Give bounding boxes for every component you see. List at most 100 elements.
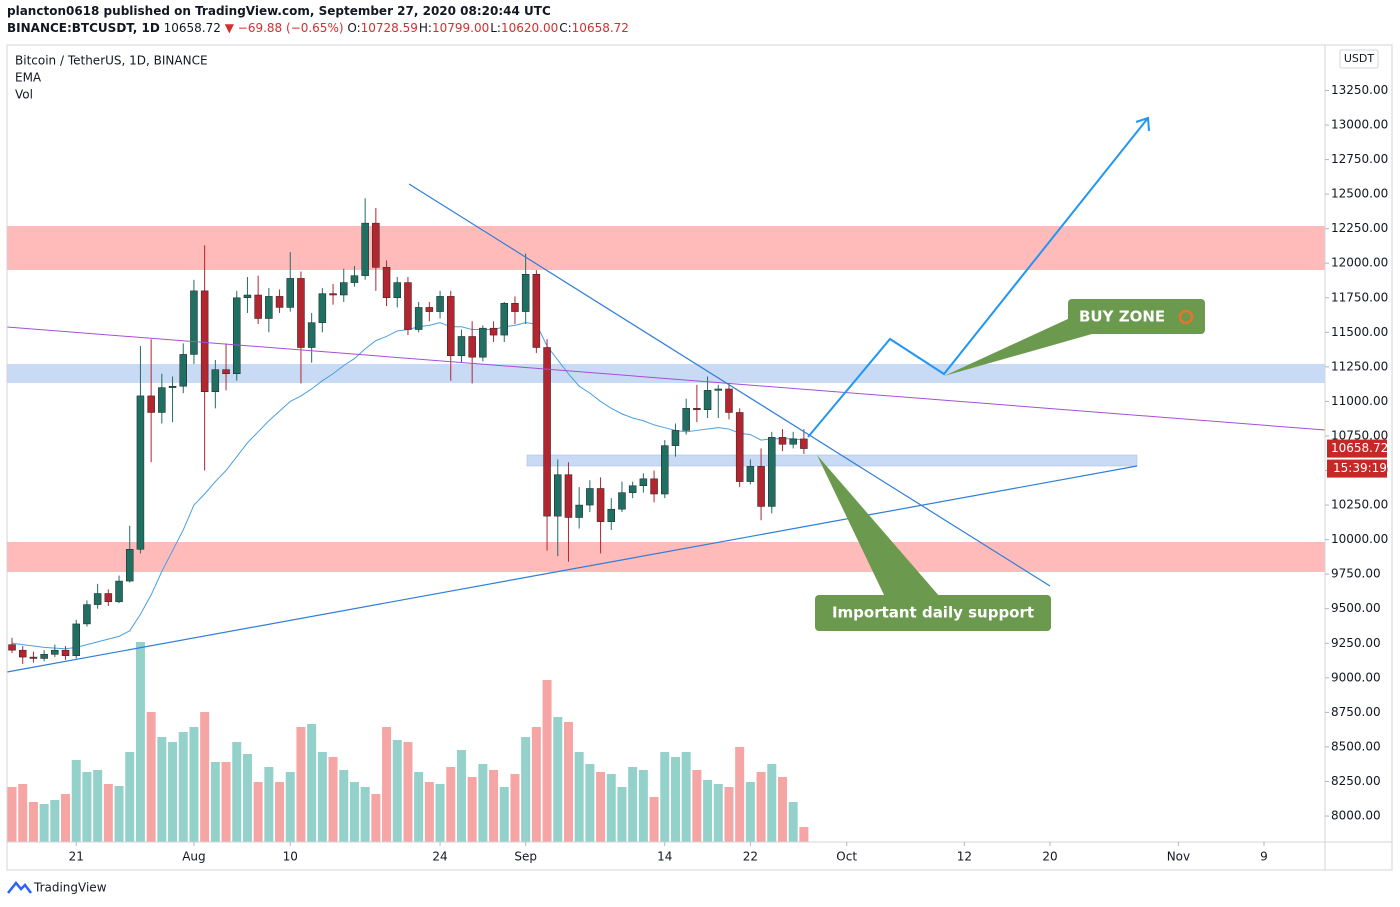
candle-body	[564, 474, 573, 518]
candle-body	[404, 282, 412, 330]
symbol-line: BINANCE:BTCUSDT, 1D 10658.72 ▼ −69.88 (−…	[7, 21, 630, 35]
candle-body	[18, 649, 27, 658]
candle-body	[382, 267, 391, 299]
volume-bar	[596, 772, 606, 842]
y-tick-label: 8250.00	[1331, 774, 1381, 788]
ohlc-value: 10728.59	[360, 21, 418, 35]
candle-body	[661, 445, 669, 495]
candle-body	[575, 504, 583, 518]
volume-bar	[788, 802, 798, 842]
volume-bar	[553, 717, 563, 842]
currency: USDT	[1344, 52, 1375, 65]
volume-bar	[61, 794, 71, 842]
candle-body	[532, 274, 541, 348]
candle-body	[607, 508, 616, 522]
x-tick-label: Oct	[836, 850, 857, 864]
volume-bar	[242, 754, 252, 842]
candle-body	[757, 466, 765, 507]
candle-body	[725, 388, 733, 413]
x-tick-label: 24	[432, 850, 447, 864]
y-tick-label: 11250.00	[1331, 359, 1388, 373]
y-tick-label: 11500.00	[1331, 325, 1388, 339]
candle-body	[586, 488, 594, 506]
candle-body	[393, 282, 402, 299]
candle-body	[307, 322, 316, 348]
volume-bar	[18, 784, 28, 842]
y-tick-label: 9250.00	[1331, 636, 1381, 650]
x-tick-label: 14	[657, 850, 672, 864]
volume-bar	[606, 774, 616, 842]
callout	[815, 595, 1051, 631]
volume-bar	[692, 770, 702, 842]
candle-body	[500, 303, 509, 336]
candle-body	[200, 290, 209, 392]
y-tick-label: 9500.00	[1331, 601, 1381, 615]
volume-bar	[71, 760, 81, 842]
volume-bar	[146, 712, 156, 842]
currency-box	[1339, 49, 1379, 69]
candle-body	[147, 395, 155, 413]
y-tick-label: 11750.00	[1331, 290, 1388, 304]
countdown: 15:39:19	[1333, 461, 1387, 475]
candle-body	[746, 466, 755, 482]
ohlc-label: H:	[418, 21, 432, 35]
volume-bar	[349, 782, 359, 842]
candle-body	[265, 296, 273, 319]
x-tick-label: Nov	[1167, 850, 1190, 864]
ohlc-value: 10799.00	[431, 21, 490, 35]
volume-bar	[531, 727, 541, 842]
x-tick-label: 12	[957, 850, 972, 864]
volume-bar	[178, 732, 188, 842]
candle-body	[703, 390, 712, 410]
candle-body	[650, 478, 658, 495]
candle-body	[436, 296, 444, 312]
volume-bar	[414, 772, 424, 842]
candle-body	[778, 437, 787, 445]
volume-bar	[210, 762, 220, 842]
volume-bar	[93, 770, 103, 842]
volume-bar	[50, 800, 60, 842]
candle-body	[447, 296, 455, 357]
legend-entry: EMA	[15, 71, 42, 85]
candle-body	[521, 274, 530, 312]
y-tick-label: 12500.00	[1331, 187, 1388, 201]
volume-bar	[456, 750, 466, 842]
candle-body	[136, 395, 145, 550]
candle-body	[61, 649, 70, 656]
volume-bar	[499, 787, 509, 842]
buy-zone-band	[7, 364, 1325, 383]
frame	[6, 44, 1393, 871]
y-tick-label: 12750.00	[1331, 152, 1388, 166]
volume-bar	[125, 752, 135, 842]
callout	[1068, 299, 1205, 334]
volume-bar	[713, 784, 723, 842]
volume-bar	[392, 740, 402, 842]
y-tick-label: 10750.00	[1331, 428, 1388, 442]
volume-bar	[275, 782, 285, 842]
volume-bar	[478, 764, 488, 842]
candle-body	[286, 278, 294, 308]
candle-body	[554, 474, 562, 517]
trend-line	[408, 183, 1051, 587]
y-tick-label: 8500.00	[1331, 739, 1381, 753]
volume-bar	[200, 712, 210, 842]
y-tick-label: 10250.00	[1331, 498, 1388, 512]
arrow-head	[1135, 116, 1150, 132]
ohlc-value: 10658.72	[571, 21, 629, 35]
volume-bar	[756, 772, 766, 842]
volume-bar	[103, 784, 113, 842]
volume-bar	[168, 742, 178, 842]
candle-body	[361, 222, 369, 276]
candle-body	[714, 388, 723, 391]
candle-body	[596, 488, 605, 522]
last: 10658.72	[163, 21, 221, 35]
candle-body	[29, 656, 38, 659]
x-tick-label: 9	[1260, 850, 1268, 864]
volume-bar	[435, 784, 445, 842]
last-price-box	[1327, 439, 1387, 458]
y-tick-label: 11000.00	[1331, 394, 1388, 408]
trend-line	[6, 326, 1326, 431]
volume-bar	[489, 770, 499, 842]
candle-body	[297, 278, 305, 348]
